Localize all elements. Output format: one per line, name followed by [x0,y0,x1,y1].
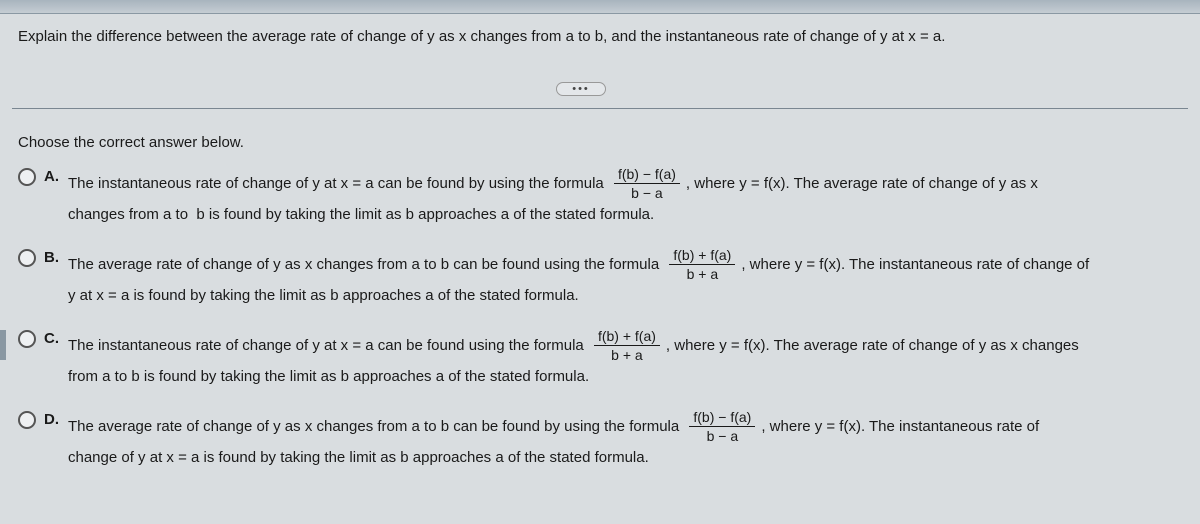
radio-c[interactable] [18,330,36,348]
radio-d[interactable] [18,411,36,429]
option-text: The instantaneous rate of change of y at… [68,166,1200,229]
text-part: , where y = f(x). The instantaneous rate… [741,251,1089,279]
option-d[interactable]: D. The average rate of change of y as x … [18,409,1200,472]
fraction-denominator: b + a [683,265,723,282]
radio-b[interactable] [18,249,36,267]
text-part: The instantaneous rate of change of y at… [68,170,608,198]
fraction-numerator: f(b) + f(a) [594,328,660,346]
text-part: , where y = f(x). The average rate of ch… [666,332,1079,360]
text-part: The average rate of change of y as x cha… [68,413,683,441]
question-text: Explain the difference between the avera… [18,28,1182,45]
option-letter: A. [44,168,68,185]
fraction-numerator: f(b) − f(a) [614,166,680,184]
fraction-denominator: b − a [627,184,667,201]
expand-ellipsis-button[interactable]: ••• [556,82,606,96]
fraction-numerator: f(b) + f(a) [669,247,735,265]
option-c[interactable]: C. The instantaneous rate of change of y… [18,328,1200,391]
option-text: The average rate of change of y as x cha… [68,247,1200,310]
option-letter: C. [44,330,68,347]
option-a[interactable]: A. The instantaneous rate of change of y… [18,166,1200,229]
fraction-denominator: b + a [607,346,647,363]
fraction-numerator: f(b) − f(a) [689,409,755,427]
fraction: f(b) − f(a) b − a [689,409,755,444]
text-part: changes from a to b is found by taking t… [68,201,1200,229]
radio-a[interactable] [18,168,36,186]
text-part: y at x = a is found by taking the limit … [68,282,1200,310]
text-part: , where y = f(x). The average rate of ch… [686,170,1038,198]
options-container: A. The instantaneous rate of change of y… [18,166,1200,490]
option-letter: D. [44,411,68,428]
option-b[interactable]: B. The average rate of change of y as x … [18,247,1200,310]
fraction: f(b) − f(a) b − a [614,166,680,201]
text-part: change of y at x = a is found by taking … [68,444,1200,472]
fraction-denominator: b − a [703,427,743,444]
fraction: f(b) + f(a) b + a [669,247,735,282]
text-part: from a to b is found by taking the limit… [68,363,1200,391]
left-edge-artifact [0,330,6,360]
text-part: , where y = f(x). The instantaneous rate… [761,413,1039,441]
option-text: The average rate of change of y as x cha… [68,409,1200,472]
option-text: The instantaneous rate of change of y at… [68,328,1200,391]
text-part: The average rate of change of y as x cha… [68,251,663,279]
divider [12,108,1188,109]
window-top-border [0,0,1200,14]
fraction: f(b) + f(a) b + a [594,328,660,363]
instruction-text: Choose the correct answer below. [18,134,244,151]
option-letter: B. [44,249,68,266]
text-part: The instantaneous rate of change of y at… [68,332,588,360]
